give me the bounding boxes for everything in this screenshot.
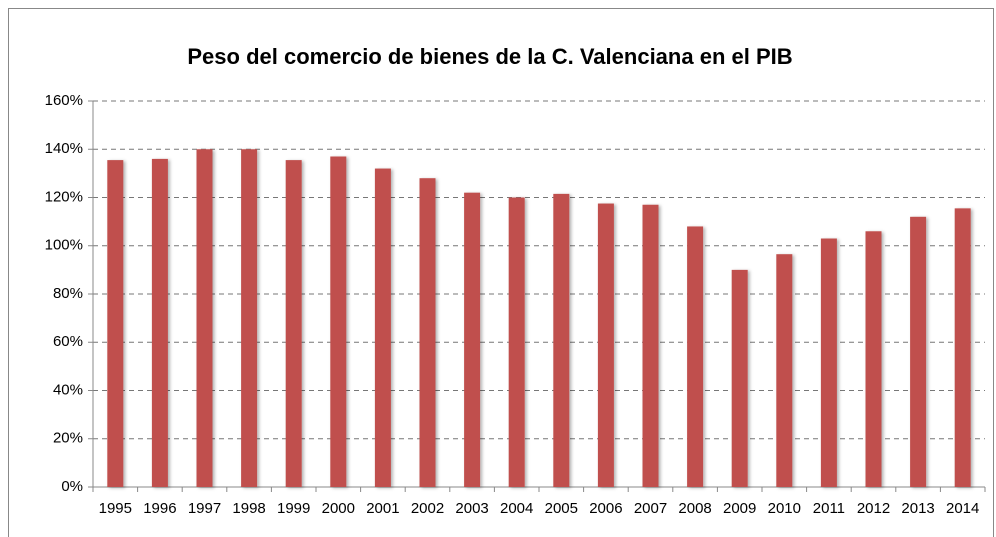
x-tick-label: 2000 [322, 500, 355, 517]
x-tick-label: 2011 [813, 500, 845, 517]
x-tick-label: 1998 [232, 500, 265, 517]
y-tick-label: 80% [53, 285, 83, 302]
bar [687, 226, 704, 487]
chart-title: Peso del comercio de bienes de la C. Val… [187, 44, 792, 69]
x-tick-label: 2012 [857, 500, 890, 517]
bar [196, 149, 213, 487]
bar [419, 178, 436, 487]
bar [107, 160, 124, 487]
y-tick-label: 120% [45, 188, 83, 205]
bar [553, 193, 570, 487]
y-tick-label: 40% [53, 381, 83, 398]
bar [954, 208, 971, 487]
x-tick-label: 2005 [545, 500, 578, 517]
bar [642, 204, 659, 488]
bar [374, 168, 391, 488]
y-tick-label: 60% [53, 333, 83, 350]
bar [776, 254, 793, 487]
bar [151, 158, 168, 487]
y-tick-label: 20% [53, 430, 83, 447]
bar [464, 192, 481, 488]
x-tick-label: 2013 [901, 500, 934, 517]
x-tick-label: 2014 [946, 500, 979, 517]
y-tick-label: 160% [45, 92, 83, 109]
x-tick-label: 1997 [188, 500, 221, 517]
x-tick-label: 2010 [768, 500, 801, 517]
x-tick-label: 2004 [500, 500, 533, 517]
x-tick-label: 2009 [723, 500, 756, 517]
x-tick-label: 1996 [143, 500, 176, 517]
bar [285, 160, 302, 487]
bar [910, 216, 927, 488]
x-tick-label: 2001 [366, 500, 399, 517]
bar [330, 156, 347, 488]
x-tick-label: 1995 [99, 500, 132, 517]
x-tick-label: 2007 [634, 500, 667, 517]
bar [597, 203, 614, 487]
y-tick-label: 0% [61, 478, 83, 495]
y-tick-label: 140% [45, 140, 83, 157]
x-tick-label: 2006 [589, 500, 622, 517]
bar [508, 197, 525, 487]
x-tick-label: 1999 [277, 500, 310, 517]
bar [241, 149, 258, 487]
bar [865, 231, 882, 487]
bar [731, 269, 748, 487]
y-tick-label: 100% [45, 237, 83, 254]
x-tick-label: 2008 [678, 500, 711, 517]
x-tick-label: 2003 [455, 500, 488, 517]
bar [820, 238, 837, 487]
x-tick-label: 2002 [411, 500, 444, 517]
